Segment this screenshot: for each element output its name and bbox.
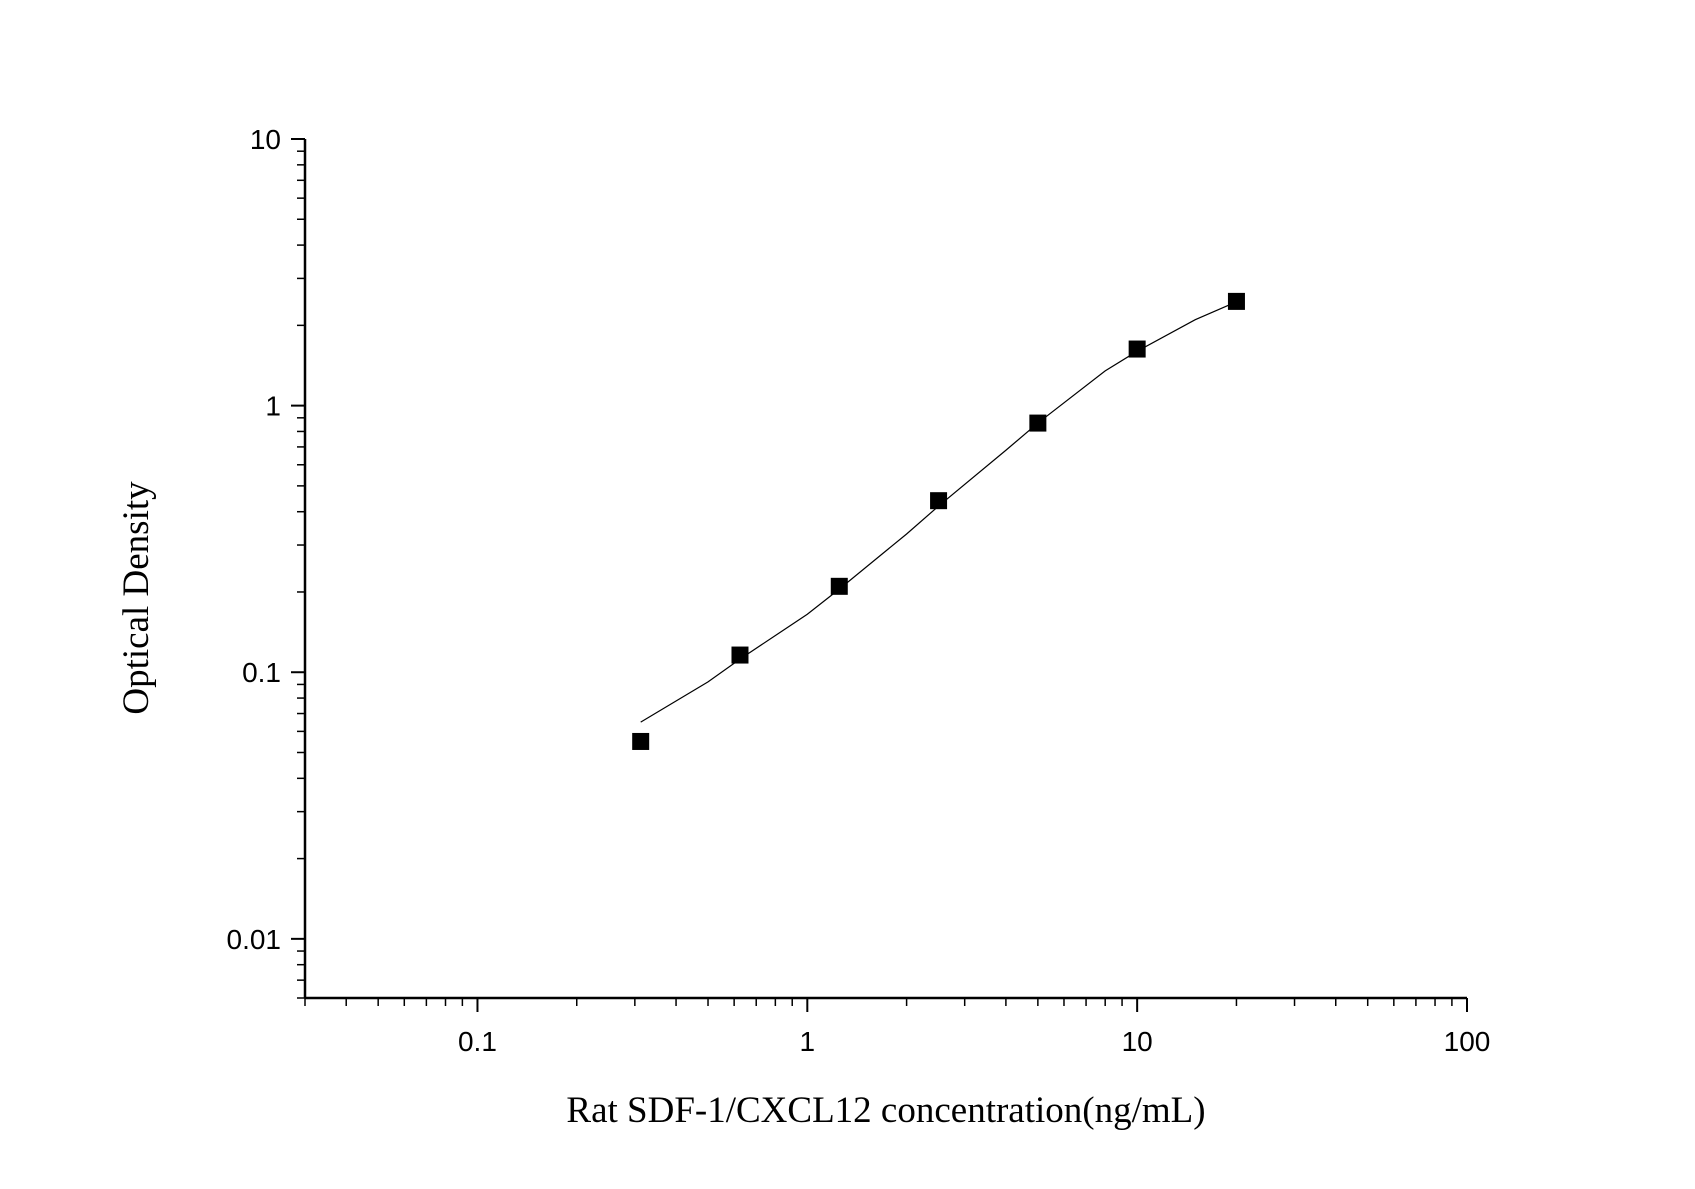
x-axis-title: Rat SDF-1/CXCL12 concentration(ng/mL): [566, 1090, 1205, 1131]
data-point: [731, 646, 749, 664]
x-tick-label: 10: [1122, 1026, 1153, 1057]
y-tick-label: 1: [265, 391, 281, 422]
data-point: [930, 492, 948, 510]
data-point: [632, 732, 650, 750]
x-tick-label: 1: [800, 1026, 816, 1057]
data-point: [830, 577, 848, 595]
y-tick-label: 0.1: [242, 657, 281, 688]
x-tick-label: 100: [1444, 1026, 1491, 1057]
fit-curve: [640, 301, 1237, 723]
x-tick-label: 0.1: [458, 1026, 497, 1057]
y-tick-label: 10: [250, 124, 281, 155]
y-tick-label: 0.01: [227, 924, 282, 955]
y-axis-title: Optical Density: [116, 481, 157, 715]
data-point: [1227, 292, 1245, 310]
